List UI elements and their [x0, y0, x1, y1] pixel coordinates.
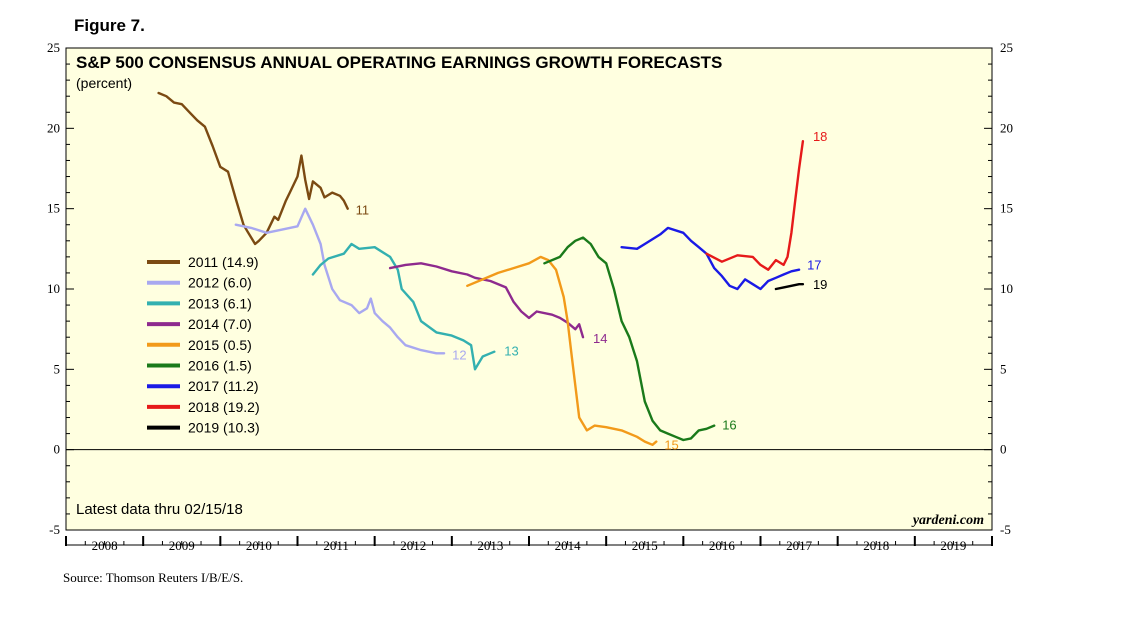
legend-label-18: 2018 (19.2)	[188, 399, 260, 415]
x-tick-label: 2014	[555, 538, 582, 553]
y-tick-label-left: 5	[54, 361, 61, 376]
series-end-label-16: 16	[722, 418, 736, 433]
series-line-15	[466, 255, 658, 446]
legend-label-15: 2015 (0.5)	[188, 337, 252, 353]
y-tick-label-right: 25	[1000, 40, 1013, 55]
legend-label-11: 2011 (14.9)	[188, 254, 259, 270]
series-end-label-13: 13	[504, 344, 518, 359]
series-line-12	[234, 207, 446, 355]
legend-label-13: 2013 (6.1)	[188, 295, 252, 311]
y-tick-label-left: 10	[47, 281, 60, 296]
series-end-label-18: 18	[813, 129, 827, 144]
series-end-label-19: 19	[813, 277, 827, 292]
y-tick-label-left: 25	[47, 40, 60, 55]
y-tick-label-right: 5	[1000, 361, 1007, 376]
y-tick-label-right: 20	[1000, 120, 1013, 135]
series-line-19	[774, 283, 805, 291]
x-tick-label: 2018	[863, 538, 889, 553]
series-end-label-15: 15	[664, 438, 678, 453]
legend-label-14: 2014 (7.0)	[188, 316, 252, 332]
series-line-17	[620, 226, 801, 291]
chart-subtitle: (percent)	[76, 75, 132, 91]
y-tick-label-right: 0	[1000, 442, 1007, 457]
latest-data-note: Latest data thru 02/15/18	[76, 501, 243, 518]
series-line-13	[311, 242, 496, 371]
legend-label-16: 2016 (1.5)	[188, 358, 252, 374]
x-tick-label: 2008	[92, 538, 118, 553]
x-tick-label: 2009	[169, 538, 195, 553]
x-tick-label: 2017	[786, 538, 813, 553]
y-tick-label-right: 10	[1000, 281, 1013, 296]
chart-title: S&P 500 CONSENSUS ANNUAL OPERATING EARNI…	[76, 53, 722, 72]
series-line-16	[543, 236, 716, 442]
legend: 2011 (14.9) 2012 (6.0) 2013 (6.1) 2014 (7.0…	[147, 254, 260, 436]
y-tick-label-left: -5	[49, 522, 60, 537]
y-tick-label-right: 15	[1000, 201, 1013, 216]
x-tick-label: 2010	[246, 538, 272, 553]
x-tick-label: 2016	[709, 538, 736, 553]
x-tick-label: 2019	[940, 538, 966, 553]
x-tick-label: 2013	[477, 538, 503, 553]
y-tick-label-left: 0	[54, 442, 61, 457]
y-tick-label-left: 15	[47, 201, 60, 216]
legend-label-12: 2012 (6.0)	[188, 275, 252, 291]
series-line-18	[705, 140, 805, 271]
y-tick-label-left: 20	[47, 120, 60, 135]
source-note: Source: Thomson Reuters I/B/E/S.	[63, 570, 244, 585]
legend-label-19: 2019 (10.3)	[188, 420, 260, 436]
x-axis: 2008 2009 2010 2011 2012 2013 2014 2015 2016 2017…	[65, 536, 993, 553]
legend-label-17: 2017 (11.2)	[188, 378, 259, 394]
series-end-label-12: 12	[452, 347, 466, 362]
series-end-label-17: 17	[807, 258, 821, 273]
x-tick-label: 2015	[632, 538, 658, 553]
figure-label: Figure 7.	[74, 16, 145, 35]
y-tick-label-right: -5	[1000, 522, 1011, 537]
series-end-label-11: 11	[356, 203, 370, 218]
x-tick-label: 2012	[400, 538, 426, 553]
watermark: yardeni.com	[911, 513, 984, 528]
series-end-label-14: 14	[593, 331, 607, 346]
y-axis-right: -5 0 5 10 15 20 25	[984, 40, 1013, 537]
x-tick-label: 2011	[323, 538, 349, 553]
